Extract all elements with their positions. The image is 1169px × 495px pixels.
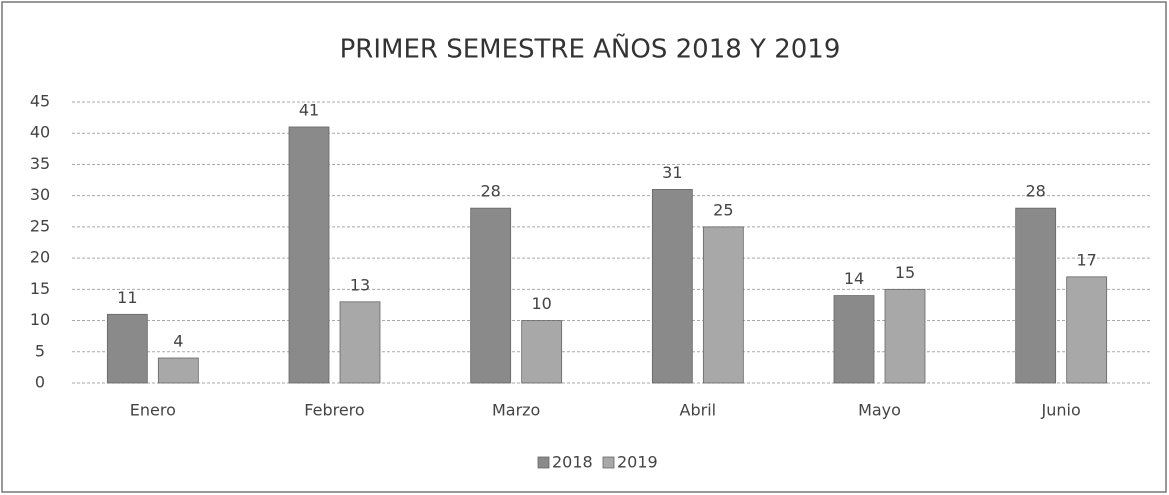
- y-tick-label: 0: [35, 373, 45, 392]
- bar: [157, 357, 199, 384]
- bar: [106, 313, 148, 384]
- x-tick-label: Abril: [680, 401, 717, 420]
- data-label: 4: [173, 332, 183, 351]
- legend-label: 2018: [552, 453, 593, 472]
- y-tick-label: 5: [35, 341, 45, 360]
- y-tick-label: 10: [30, 310, 50, 329]
- bar: [288, 126, 330, 384]
- legend-label: 2019: [617, 453, 658, 472]
- y-tick-label: 25: [30, 216, 50, 235]
- y-tick-label: 40: [30, 123, 50, 142]
- y-tick-label: 35: [30, 154, 50, 173]
- bar: [1015, 207, 1057, 384]
- data-label: 17: [1076, 250, 1096, 269]
- chart-title: PRIMER SEMESTRE AÑOS 2018 Y 2019: [340, 33, 841, 65]
- x-tick-label: Marzo: [492, 401, 540, 420]
- x-tick-label: Mayo: [858, 401, 901, 420]
- x-tick-label: Enero: [130, 401, 176, 420]
- data-label: 41: [299, 100, 319, 119]
- bar: [884, 288, 926, 384]
- y-tick-label: 20: [30, 248, 50, 267]
- data-label: 13: [350, 275, 370, 294]
- bar: [470, 207, 512, 384]
- y-tick-label: 45: [30, 92, 50, 111]
- data-label: 28: [480, 182, 500, 201]
- bar: [702, 226, 744, 384]
- data-label: 28: [1025, 182, 1045, 201]
- legend-swatch: [537, 456, 550, 469]
- data-label: 14: [844, 269, 864, 288]
- y-tick-label: 15: [30, 279, 50, 298]
- x-tick-label: Junio: [1041, 401, 1081, 420]
- bar: [651, 189, 693, 384]
- y-tick-label: 30: [30, 185, 50, 204]
- bar: [1066, 276, 1108, 384]
- data-label: 31: [662, 163, 682, 182]
- data-label: 10: [531, 294, 551, 313]
- data-label: 25: [713, 200, 733, 219]
- x-tick-label: Febrero: [304, 401, 364, 420]
- bar: [833, 295, 875, 384]
- bar: [521, 320, 563, 384]
- bar: [339, 301, 381, 384]
- data-label: 15: [895, 263, 915, 282]
- legend-swatch: [602, 456, 615, 469]
- data-label: 11: [117, 288, 137, 307]
